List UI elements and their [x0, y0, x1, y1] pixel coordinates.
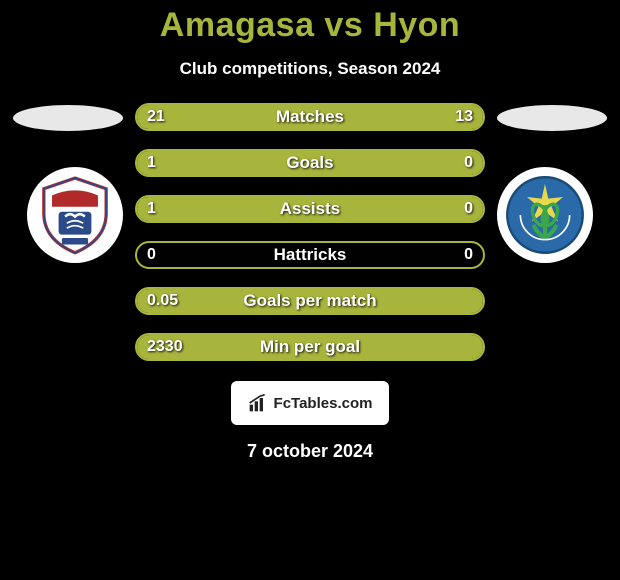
page-title: Amagasa vs Hyon [160, 6, 460, 45]
stat-label: Matches [276, 107, 344, 127]
stat-left-value: 2330 [147, 338, 183, 356]
chart-icon [248, 393, 268, 413]
stat-left-value: 0.05 [147, 292, 178, 310]
stat-right-value: 0 [464, 200, 473, 218]
left-team-col [15, 103, 135, 263]
right-team-ellipse [497, 105, 607, 131]
left-team-badge [27, 167, 123, 263]
stat-bar: 2330 Min per goal [135, 333, 485, 361]
date-label: 7 october 2024 [247, 441, 373, 462]
stat-left-value: 21 [147, 108, 165, 126]
brand-tag[interactable]: FcTables.com [231, 381, 389, 425]
subtitle: Club competitions, Season 2024 [180, 59, 441, 79]
right-team-badge [497, 167, 593, 263]
stat-bar: 0.05 Goals per match [135, 287, 485, 315]
stat-label: Hattricks [274, 245, 347, 265]
comparison-widget: Amagasa vs Hyon Club competitions, Seaso… [0, 0, 620, 580]
stat-label: Goals [286, 153, 333, 173]
stat-right-value: 0 [464, 246, 473, 264]
stat-bar: 1 Goals 0 [135, 149, 485, 177]
stat-label: Assists [280, 199, 340, 219]
left-team-ellipse [13, 105, 123, 131]
stat-label: Goals per match [243, 291, 376, 311]
content-row: 21 Matches 13 1 Goals 0 1 Assists 0 0 Hattricks 0 0.… [0, 103, 620, 361]
shield-icon [34, 174, 116, 256]
brand-label: FcTables.com [274, 395, 373, 412]
stat-bar: 0 Hattricks 0 [135, 241, 485, 269]
right-team-col [485, 103, 605, 263]
stat-bar: 1 Assists 0 [135, 195, 485, 223]
stats-bars: 21 Matches 13 1 Goals 0 1 Assists 0 0 Hattricks 0 0.… [135, 103, 485, 361]
stat-bar: 21 Matches 13 [135, 103, 485, 131]
shield-icon [504, 174, 586, 256]
stat-right-value: 13 [455, 108, 473, 126]
stat-right-value: 0 [464, 154, 473, 172]
stat-left-value: 1 [147, 200, 156, 218]
stat-left-value: 1 [147, 154, 156, 172]
stat-label: Min per goal [260, 337, 360, 357]
stat-left-value: 0 [147, 246, 156, 264]
